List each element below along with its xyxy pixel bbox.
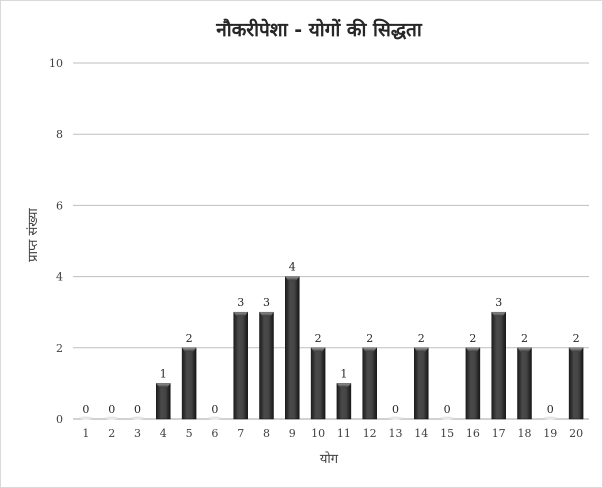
data-labels: 0 0 0 1 2 0 3 3 4 2 1 2 0 2 0 2 3 2 0 2: [82, 261, 579, 416]
bar-11: [336, 383, 352, 420]
bar-6: [207, 416, 222, 420]
bar-16: [465, 347, 481, 420]
data-label: 2: [521, 332, 528, 345]
x-tick-label: 10: [311, 427, 325, 440]
x-tick-label: 12: [363, 427, 377, 440]
x-tick-label: 3: [134, 427, 141, 440]
bar-7: [233, 311, 248, 420]
x-tick-label: 7: [237, 427, 244, 440]
bar-15: [440, 416, 455, 420]
x-tick-label: 13: [389, 427, 403, 440]
bar-2: [104, 416, 119, 420]
y-tick-label: 6: [56, 199, 63, 212]
x-tick-label: 4: [160, 427, 167, 440]
data-label: 2: [315, 332, 322, 345]
x-tick-label: 2: [108, 427, 115, 440]
bar-5: [181, 347, 197, 420]
bar-4: [156, 383, 171, 420]
gridlines: [73, 62, 589, 420]
bar-8: [259, 311, 274, 420]
data-label: 0: [108, 403, 115, 416]
y-axis-ticks: 0 2 4 6 8 10: [49, 57, 63, 426]
x-axis-ticks: 1 2 3 4 5 6 7 8 9 10 11 12 13 14 15 16 17 18 19 20: [82, 427, 583, 440]
bars: [78, 276, 584, 420]
x-tick-label: 9: [289, 427, 296, 440]
x-axis-title: योग: [320, 451, 339, 467]
bar-9: [285, 276, 300, 420]
y-axis-title: प्राप्त संख्या: [26, 208, 41, 262]
data-label: 2: [469, 332, 476, 345]
x-tick-label: 5: [186, 427, 193, 440]
x-tick-label: 8: [263, 427, 270, 440]
data-label: 3: [237, 296, 244, 309]
data-label: 4: [289, 261, 296, 274]
x-tick-label: 1: [82, 427, 89, 440]
x-tick-label: 15: [440, 427, 454, 440]
y-tick-label: 4: [56, 271, 63, 284]
bar-1: [78, 416, 93, 420]
data-label: 1: [160, 367, 167, 380]
x-tick-label: 19: [543, 427, 557, 440]
data-label: 0: [211, 403, 218, 416]
data-label: 0: [392, 403, 399, 416]
data-label: 0: [134, 403, 141, 416]
data-label: 2: [573, 332, 580, 345]
bar-20: [568, 347, 584, 420]
x-tick-label: 20: [569, 427, 583, 440]
y-tick-label: 8: [56, 128, 63, 141]
data-label: 2: [366, 332, 373, 345]
bar-3: [130, 416, 145, 420]
bar-12: [362, 347, 377, 420]
bar-14: [414, 347, 429, 420]
bar-18: [517, 347, 532, 420]
chart-title: नौकरीपेशा - योगों की सिद्धता: [215, 18, 423, 41]
x-tick-label: 16: [466, 427, 480, 440]
y-tick-label: 2: [56, 342, 63, 355]
x-tick-label: 14: [414, 427, 428, 440]
data-label: 3: [263, 296, 270, 309]
data-label: 0: [82, 403, 89, 416]
data-label: 1: [340, 367, 347, 380]
data-label: 3: [495, 296, 502, 309]
x-tick-label: 17: [492, 427, 506, 440]
data-label: 2: [186, 332, 193, 345]
bar-13: [388, 416, 403, 420]
y-tick-label: 0: [56, 413, 63, 426]
bar-17: [491, 311, 506, 420]
data-label: 2: [418, 332, 425, 345]
data-label: 0: [547, 403, 554, 416]
bar-10: [310, 347, 326, 420]
x-tick-label: 11: [337, 427, 351, 440]
bar-19: [543, 416, 558, 420]
x-tick-label: 18: [518, 427, 532, 440]
y-tick-label: 10: [49, 57, 63, 70]
data-label: 0: [444, 403, 451, 416]
x-tick-label: 6: [211, 427, 218, 440]
